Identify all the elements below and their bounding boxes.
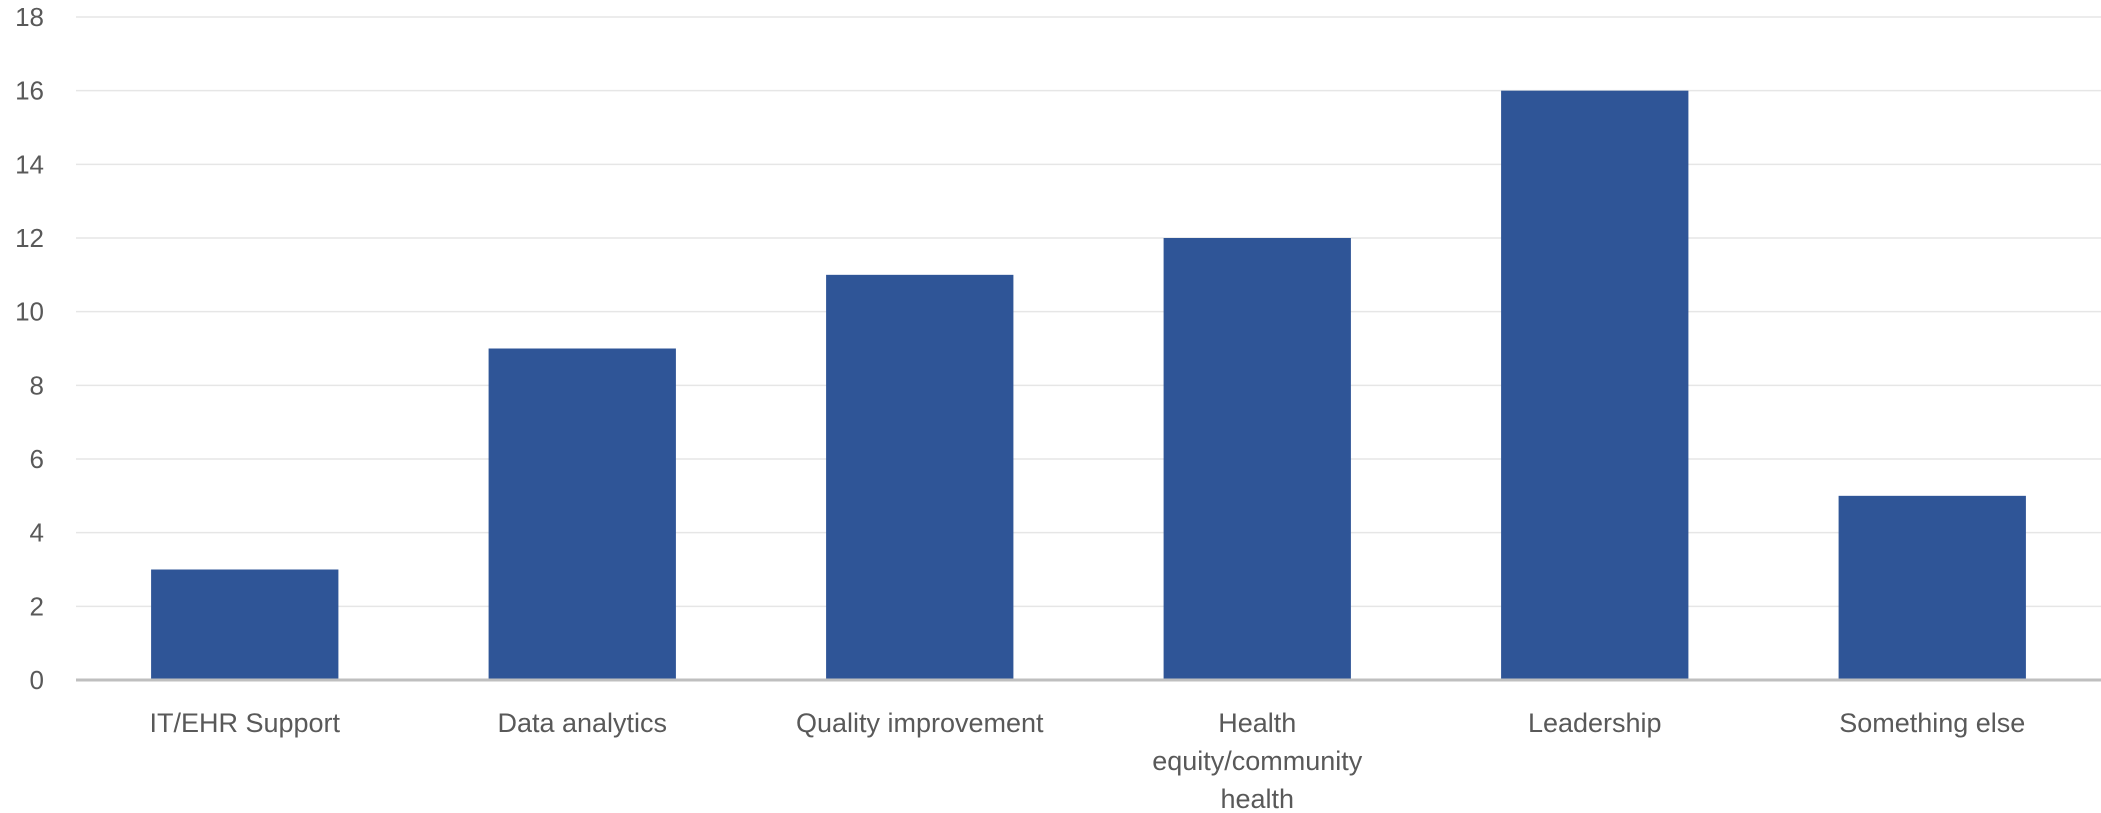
- y-tick-label: 2: [30, 591, 44, 621]
- x-category-label: Health equity/community health: [1152, 708, 1363, 813]
- y-tick-label: 14: [15, 149, 44, 179]
- bar: [826, 274, 1014, 680]
- bar: [1163, 238, 1351, 680]
- x-category-label-line: health: [1220, 784, 1294, 813]
- x-category-label: Something else: [1839, 708, 2025, 738]
- y-tick-label: 0: [30, 665, 44, 695]
- y-tick-label: 6: [30, 444, 44, 474]
- x-category-label: Data analytics: [497, 708, 667, 738]
- x-category-label: Quality improvement: [796, 708, 1044, 738]
- x-category-label-line: Quality improvement: [796, 708, 1044, 738]
- bar: [488, 348, 676, 680]
- y-tick-label: 4: [30, 518, 44, 548]
- x-category-label-line: equity/community: [1152, 746, 1363, 776]
- y-axis-ticks: 0 2 4 6 8 10 12 14 16 18: [15, 2, 44, 695]
- x-category-label-line: IT/EHR Support: [149, 708, 340, 738]
- y-tick-label: 16: [15, 76, 44, 106]
- y-tick-label: 12: [15, 223, 44, 253]
- bar: [1501, 90, 1689, 680]
- y-tick-label: 18: [15, 2, 44, 32]
- x-axis-labels: IT/EHR Support Data analytics Quality impr…: [149, 708, 2025, 813]
- x-category-label: IT/EHR Support: [149, 708, 340, 738]
- bars: [151, 90, 2026, 680]
- x-category-label: Leadership: [1528, 708, 1662, 738]
- x-category-label-line: Leadership: [1528, 708, 1662, 738]
- x-category-label-line: Data analytics: [497, 708, 667, 738]
- y-tick-label: 10: [15, 297, 44, 327]
- bar: [151, 569, 339, 680]
- bar: [1838, 495, 2026, 680]
- gridlines: [76, 16, 2101, 608]
- x-category-label-line: Health: [1218, 708, 1296, 738]
- x-category-label-line: Something else: [1839, 708, 2025, 738]
- y-tick-label: 8: [30, 370, 44, 400]
